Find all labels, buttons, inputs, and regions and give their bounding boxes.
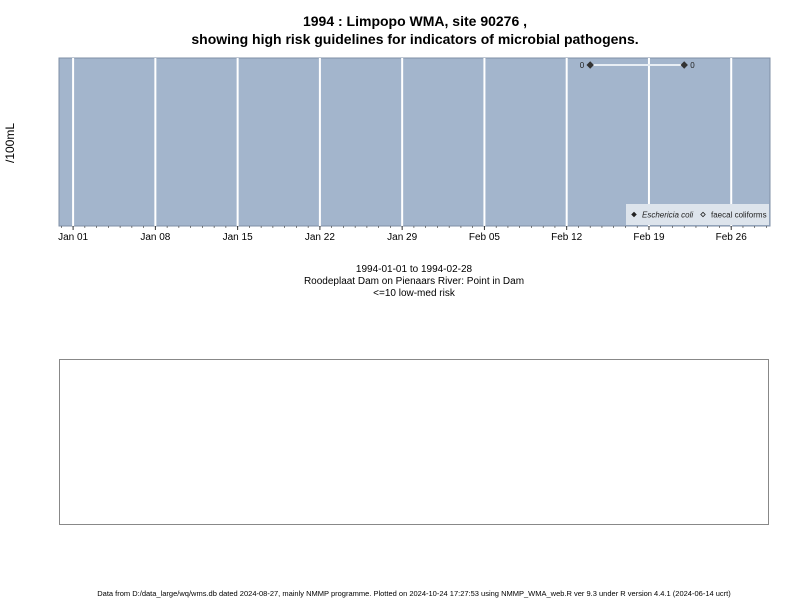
footer-note: Data from D:/data_large/wq/wms.db dated … (97, 589, 731, 598)
date-range-caption: 1994-01-01 to 1994-02-28 (355, 264, 473, 275)
empty-chart-panel (59, 359, 769, 525)
legend-label: faecal coliforms (711, 211, 767, 220)
legend: Eschericia coli faecal coliforms (626, 204, 769, 225)
x-tick-label: Feb 05 (469, 232, 501, 243)
x-tick-label: Jan 08 (140, 232, 170, 243)
x-tick-label: Jan 01 (58, 232, 88, 243)
chart-title-line-1: 1994 : Limpopo WMA, site 90276 , (302, 13, 528, 29)
x-tick-label: Feb 26 (716, 232, 748, 243)
grid-lines (72, 58, 733, 226)
data-value-label: 0 (690, 61, 695, 70)
legend-label: Eschericia coli (642, 211, 693, 220)
x-tick-label: Jan 15 (223, 232, 253, 243)
data-point-marker (586, 61, 594, 69)
data-point-marker (680, 61, 688, 69)
site-caption: Roodeplaat Dam on Pienaars River: Point … (303, 276, 525, 287)
legend-marker (631, 211, 637, 218)
x-tick-label: Jan 29 (387, 232, 417, 243)
risk-caption: <=10 low-med risk (373, 288, 455, 299)
data-value-label: 0 (580, 61, 585, 70)
legend-box (626, 204, 769, 225)
chart-area: Jan 01 Jan 08 Jan 15 Jan 22 Jan 29 Feb 05 Feb … (58, 57, 771, 243)
x-axis: Jan 01 Jan 08 Jan 15 Jan 22 Jan 29 Feb 05 Feb … (58, 226, 767, 243)
plot-panel (58, 57, 771, 227)
x-tick-label: Feb 12 (551, 232, 583, 243)
legend-marker (700, 211, 706, 218)
chart-title-line-2: showing high risk guidelines for indicat… (191, 31, 639, 47)
x-tick-label: Feb 19 (633, 232, 665, 243)
x-tick-label: Jan 22 (305, 232, 335, 243)
